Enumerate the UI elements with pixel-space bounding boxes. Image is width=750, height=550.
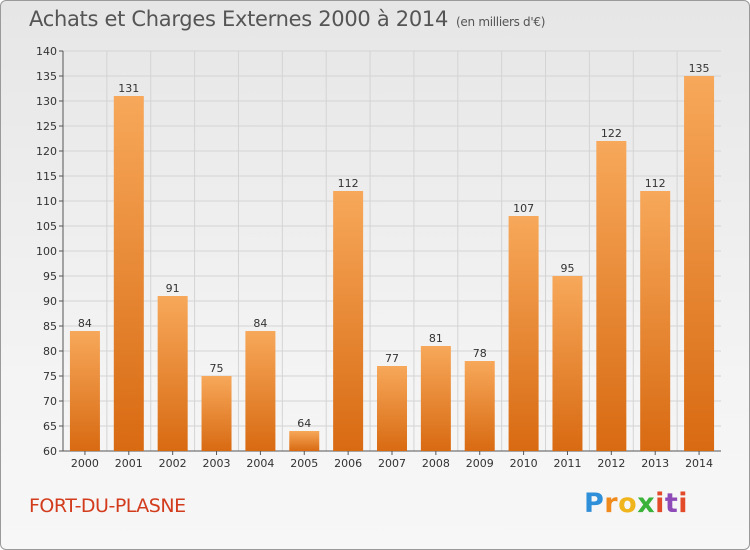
bar — [377, 366, 407, 451]
y-tick-label: 95 — [43, 270, 57, 283]
bar — [289, 431, 320, 451]
value-label: 84 — [78, 317, 92, 330]
bars — [69, 76, 715, 451]
bar — [69, 331, 100, 451]
value-label: 122 — [601, 127, 622, 140]
value-label: 107 — [513, 202, 534, 215]
y-tick-label: 130 — [36, 95, 57, 108]
value-label: 95 — [560, 262, 574, 275]
y-tick-label: 110 — [36, 195, 57, 208]
chart-subtitle: (en milliers d'€) — [456, 15, 546, 29]
proxiti-logo[interactable]: Proxiti — [584, 488, 689, 519]
bar — [113, 96, 144, 451]
bar — [157, 296, 188, 451]
bar — [684, 76, 715, 451]
bar — [552, 276, 583, 451]
x-tick-label: 2004 — [246, 457, 274, 470]
x-tick-label: 2012 — [597, 457, 625, 470]
y-tick-label: 85 — [43, 320, 57, 333]
value-label: 77 — [385, 352, 399, 365]
value-label: 135 — [689, 62, 710, 75]
value-label: 84 — [253, 317, 267, 330]
y-tick-label: 135 — [36, 70, 57, 83]
x-tick-label: 2011 — [553, 457, 581, 470]
bar — [201, 376, 232, 451]
y-tick-label: 105 — [36, 220, 57, 233]
x-tick-label: 2007 — [378, 457, 406, 470]
y-tick-label: 140 — [36, 45, 57, 58]
value-label: 112 — [338, 177, 359, 190]
value-label: 91 — [166, 282, 180, 295]
value-label: 64 — [297, 417, 311, 430]
x-tick-label: 2001 — [115, 457, 143, 470]
bar — [508, 216, 539, 451]
title-text: Achats et Charges Externes 2000 à 2014 — [29, 7, 449, 31]
x-tick-label: 2003 — [203, 457, 231, 470]
y-tick-label: 80 — [43, 345, 57, 358]
bar — [420, 346, 451, 451]
bar — [464, 361, 495, 451]
y-tick-label: 65 — [43, 420, 57, 433]
x-tick-label: 2000 — [71, 457, 99, 470]
y-tick-label: 115 — [36, 170, 57, 183]
chart-title: Achats et Charges Externes 2000 à 2014 (e… — [29, 7, 545, 31]
y-tick-label: 120 — [36, 145, 57, 158]
y-tick-label: 70 — [43, 395, 57, 408]
x-tick-label: 2014 — [685, 457, 713, 470]
value-label: 112 — [645, 177, 666, 190]
y-tick-label: 100 — [36, 245, 57, 258]
value-label: 78 — [473, 347, 487, 360]
y-tick-label: 60 — [43, 445, 57, 458]
bar — [640, 191, 671, 451]
bar — [245, 331, 276, 451]
labels: 60 65 70 75 80 85 90 95 100 105 110 115 120 125 130 135… — [36, 45, 713, 470]
x-tick-label: 2006 — [334, 457, 362, 470]
value-label: 131 — [118, 82, 139, 95]
y-tick-label: 125 — [36, 120, 57, 133]
y-tick-label: 90 — [43, 295, 57, 308]
x-tick-label: 2013 — [641, 457, 669, 470]
y-tick-label: 75 — [43, 370, 57, 383]
value-label: 75 — [210, 362, 224, 375]
bar — [333, 191, 364, 451]
bar — [596, 141, 627, 451]
x-tick-label: 2009 — [466, 457, 494, 470]
x-tick-label: 2002 — [159, 457, 187, 470]
city-name: FORT-DU-PLASNE — [29, 495, 186, 517]
x-tick-label: 2005 — [290, 457, 318, 470]
x-tick-label: 2010 — [510, 457, 538, 470]
value-label: 81 — [429, 332, 443, 345]
bar-chart: 60 65 70 75 80 85 90 95 100 105 110 115 120 125 130 135… — [36, 45, 721, 470]
x-tick-label: 2008 — [422, 457, 450, 470]
